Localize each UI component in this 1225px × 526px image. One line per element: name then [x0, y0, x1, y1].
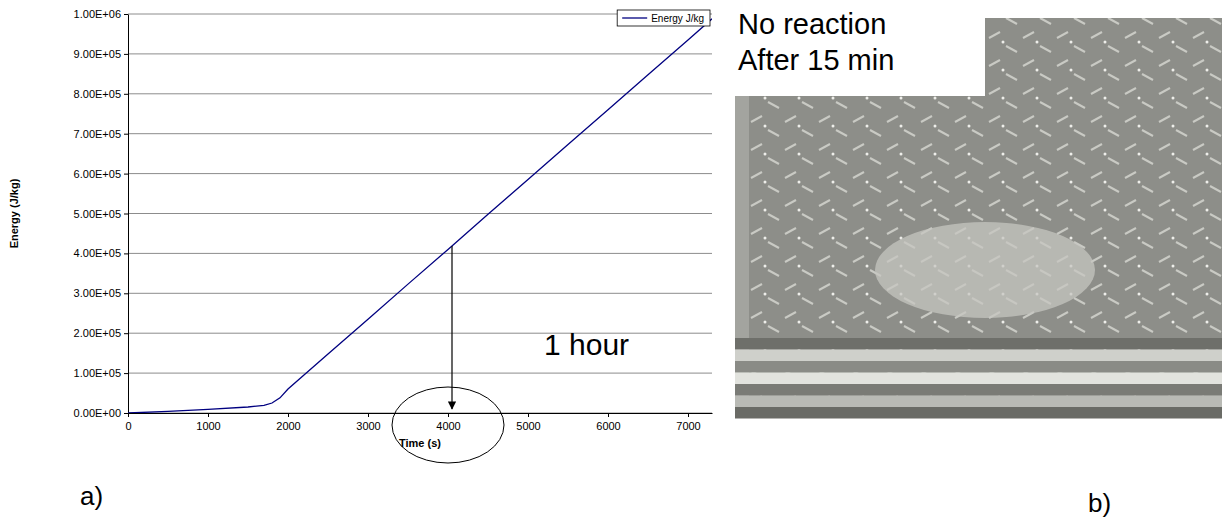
y-tick: 9.00E+05 [74, 48, 128, 60]
y-tick-label: 7.00E+05 [74, 128, 121, 140]
y-tick-mark [124, 174, 128, 175]
y-tick-label: 1.00E+05 [74, 367, 121, 379]
photo-rail [735, 396, 1222, 408]
grid-line [128, 173, 712, 174]
grid-line [128, 133, 712, 134]
grid-line [128, 213, 712, 214]
x-tick: 6000 [596, 413, 620, 432]
photo-rail [735, 407, 1222, 419]
x-axis-line [129, 413, 713, 414]
y-tick-label: 1.00E+06 [74, 8, 121, 20]
y-tick: 8.00E+05 [74, 88, 128, 100]
x-tick: 0 [125, 413, 131, 432]
y-tick-mark [124, 293, 128, 294]
x-tick-mark [688, 413, 689, 417]
legend-label: Energy J/kg [651, 13, 704, 24]
annotation: 1 hour [392, 246, 629, 463]
y-tick-label: 6.00E+05 [74, 168, 121, 180]
y-tick-mark [124, 134, 128, 135]
y-tick-mark [124, 94, 128, 95]
y-tick-label: 8.00E+05 [74, 88, 121, 100]
x-tick-label: 4000 [436, 420, 460, 432]
photo-residue [875, 222, 1095, 318]
x-tick: 7000 [676, 413, 700, 432]
y-axis-title: Energy (J/kg) [8, 178, 20, 248]
x-tick-label: 3000 [356, 420, 380, 432]
annotation-arrow [451, 246, 452, 409]
y-tick-label: 3.00E+05 [74, 287, 121, 299]
photo-caption: After 15 min [738, 44, 894, 76]
x-tick: 2000 [276, 413, 300, 432]
annotation-ellipse [392, 387, 504, 463]
y-tick: 1.00E+05 [74, 367, 128, 379]
x-tick-mark [208, 413, 209, 417]
y-tick-label: 4.00E+05 [74, 247, 121, 259]
y-tick: 4.00E+05 [74, 247, 128, 259]
grid-line [128, 413, 712, 414]
x-tick-label: 6000 [596, 420, 620, 432]
x-tick-label: 1000 [196, 420, 220, 432]
x-tick: 5000 [516, 413, 540, 432]
panel-label: b) [1088, 488, 1111, 518]
x-tick: 3000 [356, 413, 380, 432]
x-tick-label: 0 [125, 420, 131, 432]
photo-panel: No reaction After 15 min [733, 0, 1222, 419]
grid-line [128, 53, 712, 54]
y-tick-mark [124, 214, 128, 215]
y-tick-mark [124, 413, 128, 414]
x-tick-label: 2000 [276, 420, 300, 432]
x-tick-mark [528, 413, 529, 417]
legend-swatch [622, 17, 647, 18]
panel-label: a) [80, 481, 103, 511]
y-tick: 1.00E+06 [74, 8, 128, 20]
caption-box [733, 0, 985, 96]
legend: Energy J/kg [617, 10, 710, 26]
x-tick-mark [448, 413, 449, 417]
grid-line [128, 253, 712, 254]
y-axis: 0.00E+00 1.00E+05 2.00E+05 3.00E+05 4.00E+05… [74, 8, 129, 419]
x-tick-mark [128, 413, 129, 417]
y-tick: 5.00E+05 [74, 208, 128, 220]
y-tick: 7.00E+05 [74, 128, 128, 140]
y-axis-line [128, 15, 129, 414]
x-tick-mark [368, 413, 369, 417]
y-tick-label: 2.00E+05 [74, 327, 121, 339]
photo-rail [735, 361, 1222, 373]
y-tick-label: 9.00E+05 [74, 48, 121, 60]
y-tick-mark [124, 373, 128, 374]
grid-line [128, 373, 712, 374]
y-tick: 2.00E+05 [74, 327, 128, 339]
x-axis-title: Time (s) [399, 437, 441, 449]
grid-line [128, 293, 712, 294]
photo-caption: No reaction [738, 8, 886, 40]
x-tick: 4000 [436, 413, 460, 432]
x-tick-mark [608, 413, 609, 417]
annotation-label: 1 hour [544, 328, 629, 361]
y-tick: 0.00E+00 [74, 407, 128, 419]
x-tick-label: 7000 [676, 420, 700, 432]
grid [128, 14, 712, 413]
y-tick-label: 0.00E+00 [74, 407, 121, 419]
y-tick: 3.00E+05 [74, 287, 128, 299]
x-tick-mark [288, 413, 289, 417]
y-tick-label: 5.00E+05 [74, 208, 121, 220]
y-tick: 6.00E+05 [74, 168, 128, 180]
plot-marks [128, 19, 712, 413]
y-tick-mark [124, 333, 128, 334]
grid-line [128, 93, 712, 94]
photo-rail [735, 373, 1222, 385]
data-line [128, 19, 712, 413]
x-tick: 1000 [196, 413, 220, 432]
y-tick-mark [124, 14, 128, 15]
photo-rail [735, 350, 1222, 362]
photo-rail [735, 338, 1222, 350]
y-tick-mark [124, 253, 128, 254]
figure: 0.00E+00 1.00E+05 2.00E+05 3.00E+05 4.00E+05… [0, 0, 1225, 526]
photo-rail [735, 384, 1222, 396]
x-axis: 0 1000 2000 3000 4000 5000 6000 7000 [125, 413, 712, 432]
x-tick-label: 5000 [516, 420, 540, 432]
legend-box [617, 10, 710, 26]
y-tick-mark [124, 54, 128, 55]
